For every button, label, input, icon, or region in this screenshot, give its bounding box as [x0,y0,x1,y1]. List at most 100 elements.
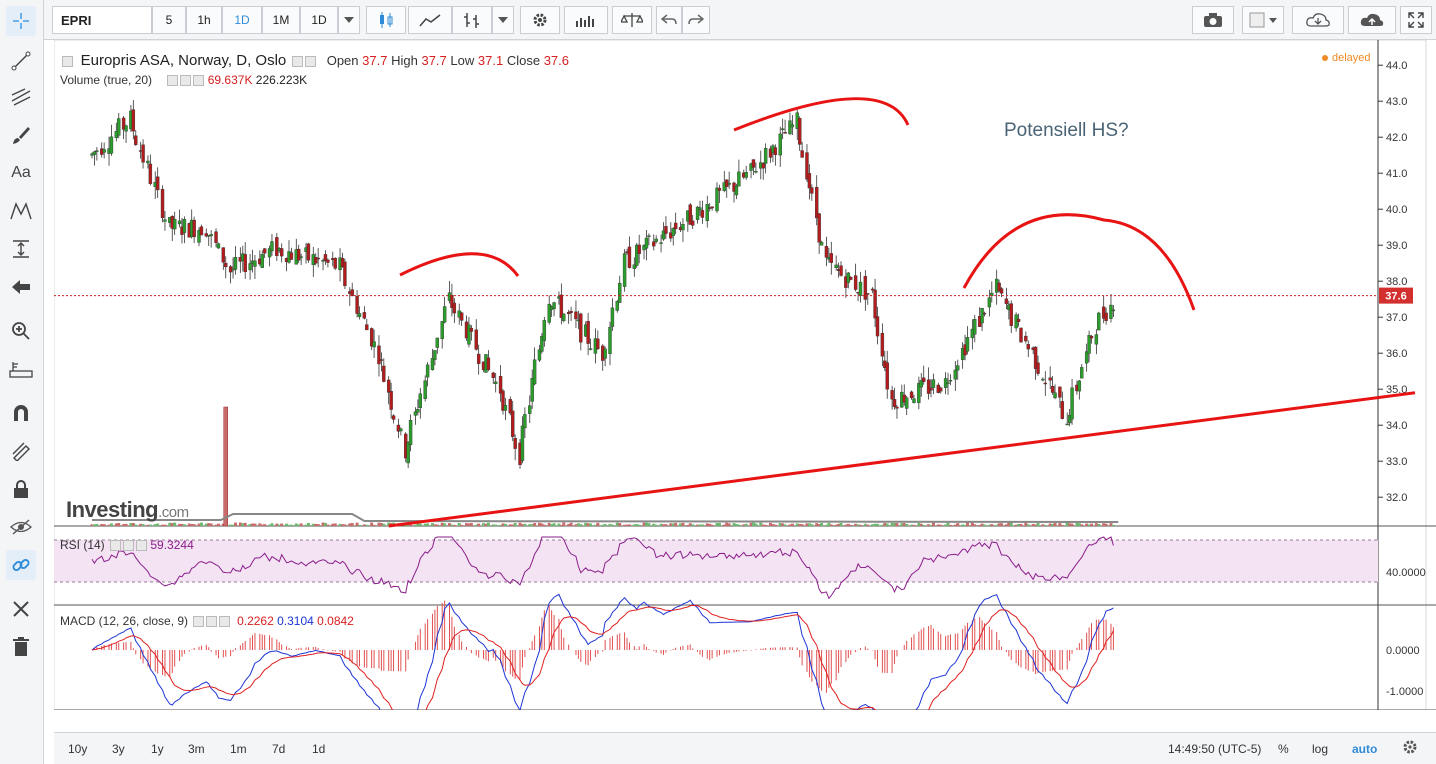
range-1y[interactable]: 1y [151,742,164,756]
undo-button[interactable] [656,6,682,34]
chart-type-dropdown[interactable] [492,6,514,34]
volume-bar [131,522,135,526]
magnet-tool[interactable] [6,398,36,428]
volume-bar [625,524,629,526]
volume-bar [197,523,201,526]
candle-body [654,238,658,242]
auto-toggle[interactable]: auto [1352,742,1378,756]
watermark-suffix: .com [158,504,189,521]
load-chart-button[interactable] [1292,6,1344,34]
settings-icon[interactable] [180,75,192,87]
measure-tool[interactable] [6,234,36,264]
candle-body [574,311,578,320]
arrow-tool[interactable] [6,272,36,302]
volume-bar [260,524,264,526]
volume-bar [1060,524,1064,526]
hide-drawings-tool[interactable] [6,512,36,542]
volume-bar [722,524,726,526]
range-3y[interactable]: 3y [112,742,125,756]
interval-custom-button[interactable]: 1D [300,6,338,34]
eye-icon[interactable] [291,56,303,68]
chart-canvas[interactable]: 44.043.042.041.040.039.038.037.036.035.0… [54,40,1436,710]
candle-body [717,187,722,191]
volume-bar [944,524,948,526]
range-1d[interactable]: 1d [312,742,326,756]
volume-bar [358,524,362,526]
volume-bar [885,523,889,526]
pattern-icon [10,202,32,220]
eye-icon[interactable] [110,540,122,552]
interval-1d-button[interactable]: 1D [222,6,262,34]
candle-body [95,150,99,152]
interval-5-button[interactable]: 5 [152,6,186,34]
log-toggle[interactable]: log [1312,742,1329,756]
collapse-icon[interactable] [62,56,73,68]
range-10y[interactable]: 10y [68,742,88,756]
volume-bar [807,523,811,526]
zoom-tool[interactable] [6,316,36,346]
symbol-input[interactable]: EPRI [52,6,152,34]
line-chart-button[interactable] [408,6,452,34]
y-tick-label: 34.0 [1386,420,1407,432]
open-label: Open [326,53,359,68]
range-1m[interactable]: 1m [230,742,247,756]
candle-body [926,379,931,394]
settings-icon[interactable] [123,540,135,552]
text-tool[interactable]: Aa [6,158,36,188]
snapshot-button[interactable] [1192,6,1234,34]
interval-1m-button[interactable]: 1M [262,6,300,34]
candles-button[interactable] [366,6,406,34]
remove-drawings-tool[interactable] [6,632,36,662]
tools-tool[interactable] [6,594,36,624]
close-icon[interactable] [136,540,148,552]
range-3m[interactable]: 3m [188,742,205,756]
close-icon[interactable] [219,616,231,628]
interval-dropdown-button[interactable] [338,6,360,34]
range-7d[interactable]: 7d [272,742,286,756]
candle-body [953,369,958,380]
volume-value-1: 69.637K [207,73,253,87]
crosshair-tool[interactable] [6,6,36,36]
save-chart-button[interactable] [1348,6,1396,34]
sync-drawings-tool[interactable] [6,550,36,580]
chart-area[interactable]: 44.0 43.0 42.0 41.0 40.0 39.0 38.0 37.0 36.0 35.0… [54,40,1436,710]
eye-icon[interactable] [193,616,205,628]
lock-tool[interactable] [6,474,36,504]
volume-bar [815,523,819,526]
watermark-brand: Investing [66,497,159,522]
settings-icon[interactable] [304,56,316,68]
color-theme-button[interactable] [1242,6,1284,34]
candle-body [530,378,534,402]
fullscreen-button[interactable] [1400,6,1432,34]
trendline-tool[interactable] [6,46,36,76]
settings-icon[interactable] [206,616,218,628]
bars-button[interactable] [452,6,492,34]
redo-button[interactable] [682,6,710,34]
cloud-download-icon [1306,13,1330,27]
candle-body [1089,336,1094,339]
candle-body [131,109,136,132]
volume-bar [153,524,157,526]
candle-body [469,327,474,332]
candle-body [275,237,279,256]
y-tick-label: 44.0 [1386,60,1407,72]
compare-button[interactable] [612,6,652,34]
pitchfork-tool[interactable] [6,82,36,112]
candle-body [873,289,877,319]
percent-toggle[interactable]: % [1278,742,1289,756]
candle-body [858,281,863,296]
indicators-button[interactable] [564,6,608,34]
volume-bar [637,524,641,526]
close-icon[interactable] [193,75,205,87]
eye-icon[interactable] [167,75,179,87]
brush-tool[interactable] [6,120,36,150]
volume-bar [102,524,106,526]
pattern-tool[interactable] [6,196,36,226]
ruler-tool[interactable] [6,354,36,384]
chart-properties-button[interactable] [1402,739,1418,758]
lock-drawings-tool[interactable] [6,436,36,466]
candle-body [399,428,403,432]
interval-1h-button[interactable]: 1h [186,6,222,34]
settings-button[interactable] [520,6,560,34]
candle-body [768,148,773,158]
